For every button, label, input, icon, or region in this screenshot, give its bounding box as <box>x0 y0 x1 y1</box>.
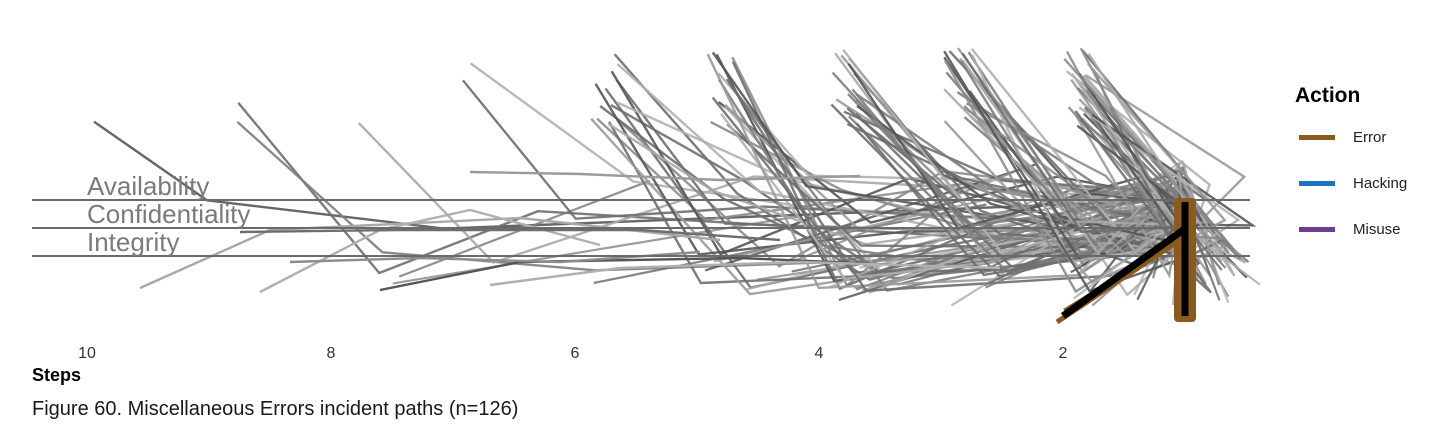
x-tick-label: 10 <box>78 345 96 362</box>
incident-path <box>489 260 1001 287</box>
incident-path <box>616 101 1184 252</box>
figure-caption: Figure 60. Miscellaneous Errors incident… <box>32 398 519 420</box>
attribute-label: Confidentiality <box>87 199 250 229</box>
x-tick-label: 4 <box>815 345 824 362</box>
legend-title: Action <box>1295 84 1361 107</box>
attribute-label: Integrity <box>87 227 180 257</box>
legend-label-error: Error <box>1353 129 1387 146</box>
legend-item-error: Error <box>1295 126 1407 149</box>
incident-path <box>93 120 1184 230</box>
legend-item-hacking: Hacking <box>1295 172 1407 195</box>
legend-swatch-misuse <box>1299 227 1335 232</box>
x-tick-label: 8 <box>327 345 336 362</box>
legend-label-misuse: Misuse <box>1353 221 1401 238</box>
incident-path <box>469 170 861 182</box>
attribute-reference-lines <box>32 199 1250 257</box>
legend-swatch-hacking <box>1299 181 1335 186</box>
incident-path <box>989 166 1184 263</box>
x-tick-label: 2 <box>1059 345 1068 362</box>
legend-item-misuse: Misuse <box>1295 218 1407 241</box>
incident-path <box>731 56 1184 288</box>
incident-path <box>1075 182 1184 270</box>
incident-paths <box>93 47 1261 307</box>
legend-swatch-error <box>1299 135 1335 140</box>
x-axis-label: Steps <box>32 365 82 385</box>
dominant-path <box>1060 225 1189 319</box>
x-tick-label: 6 <box>571 345 580 362</box>
attribute-label: Availability <box>87 171 209 201</box>
highlighted-paths <box>1055 198 1196 325</box>
incident-path <box>608 121 1184 285</box>
incident-path <box>1087 52 1236 277</box>
incident-path <box>239 228 781 242</box>
legend: Action Error Hacking Misuse <box>1295 84 1407 264</box>
legend-label-hacking: Hacking <box>1353 175 1408 192</box>
x-axis-ticks: 10 8 6 4 2 <box>78 345 1067 362</box>
